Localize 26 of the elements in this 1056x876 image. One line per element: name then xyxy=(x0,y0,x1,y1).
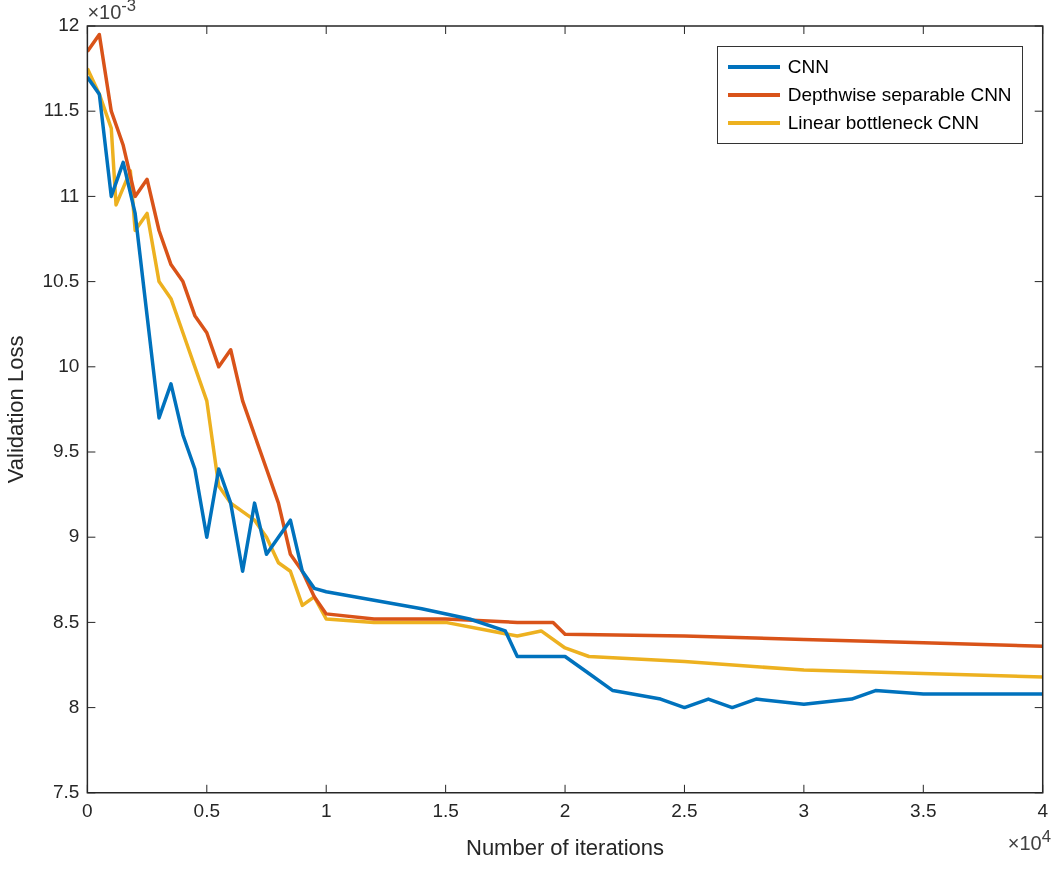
x-tick-label: 1 xyxy=(320,800,332,822)
y-tick-label: 11.5 xyxy=(43,99,80,121)
x-tick-label: 2 xyxy=(559,800,571,822)
x-tick-label: 3 xyxy=(798,800,810,822)
y-tick-label: 7.5 xyxy=(52,781,80,803)
legend-label: Linear bottleneck CNN xyxy=(787,112,979,134)
y-axis-title: Validation Loss xyxy=(3,335,29,484)
text: ×10$^{-3}$ xyxy=(87,0,137,24)
y-tick-label: 9.5 xyxy=(52,440,80,462)
x-tick-label: 2.5 xyxy=(671,800,698,822)
x-tick-label: 3.5 xyxy=(910,800,937,822)
y-tick-label: 10 xyxy=(58,355,80,377)
y-tick-label: 8.5 xyxy=(52,610,80,632)
y-tick-label: 11 xyxy=(59,184,80,206)
y-tick-label: 9 xyxy=(68,525,80,547)
x-tick-label: 0 xyxy=(82,800,93,822)
x-tick-label: 0.5 xyxy=(193,800,221,822)
y-tick-label: 12 xyxy=(58,14,80,36)
x-tick-label: 4 xyxy=(1037,800,1049,822)
x-tick-label: 1.5 xyxy=(432,800,459,822)
y-tick-label: 8 xyxy=(68,695,80,717)
x-axis-title: Number of iterations xyxy=(466,834,665,860)
legend-label: Depthwise separable CNN xyxy=(787,84,1012,106)
legend-label: CNN xyxy=(787,56,829,78)
y-tick-label: 10.5 xyxy=(42,269,80,291)
text: ×10$^{4}$ xyxy=(1007,826,1051,855)
